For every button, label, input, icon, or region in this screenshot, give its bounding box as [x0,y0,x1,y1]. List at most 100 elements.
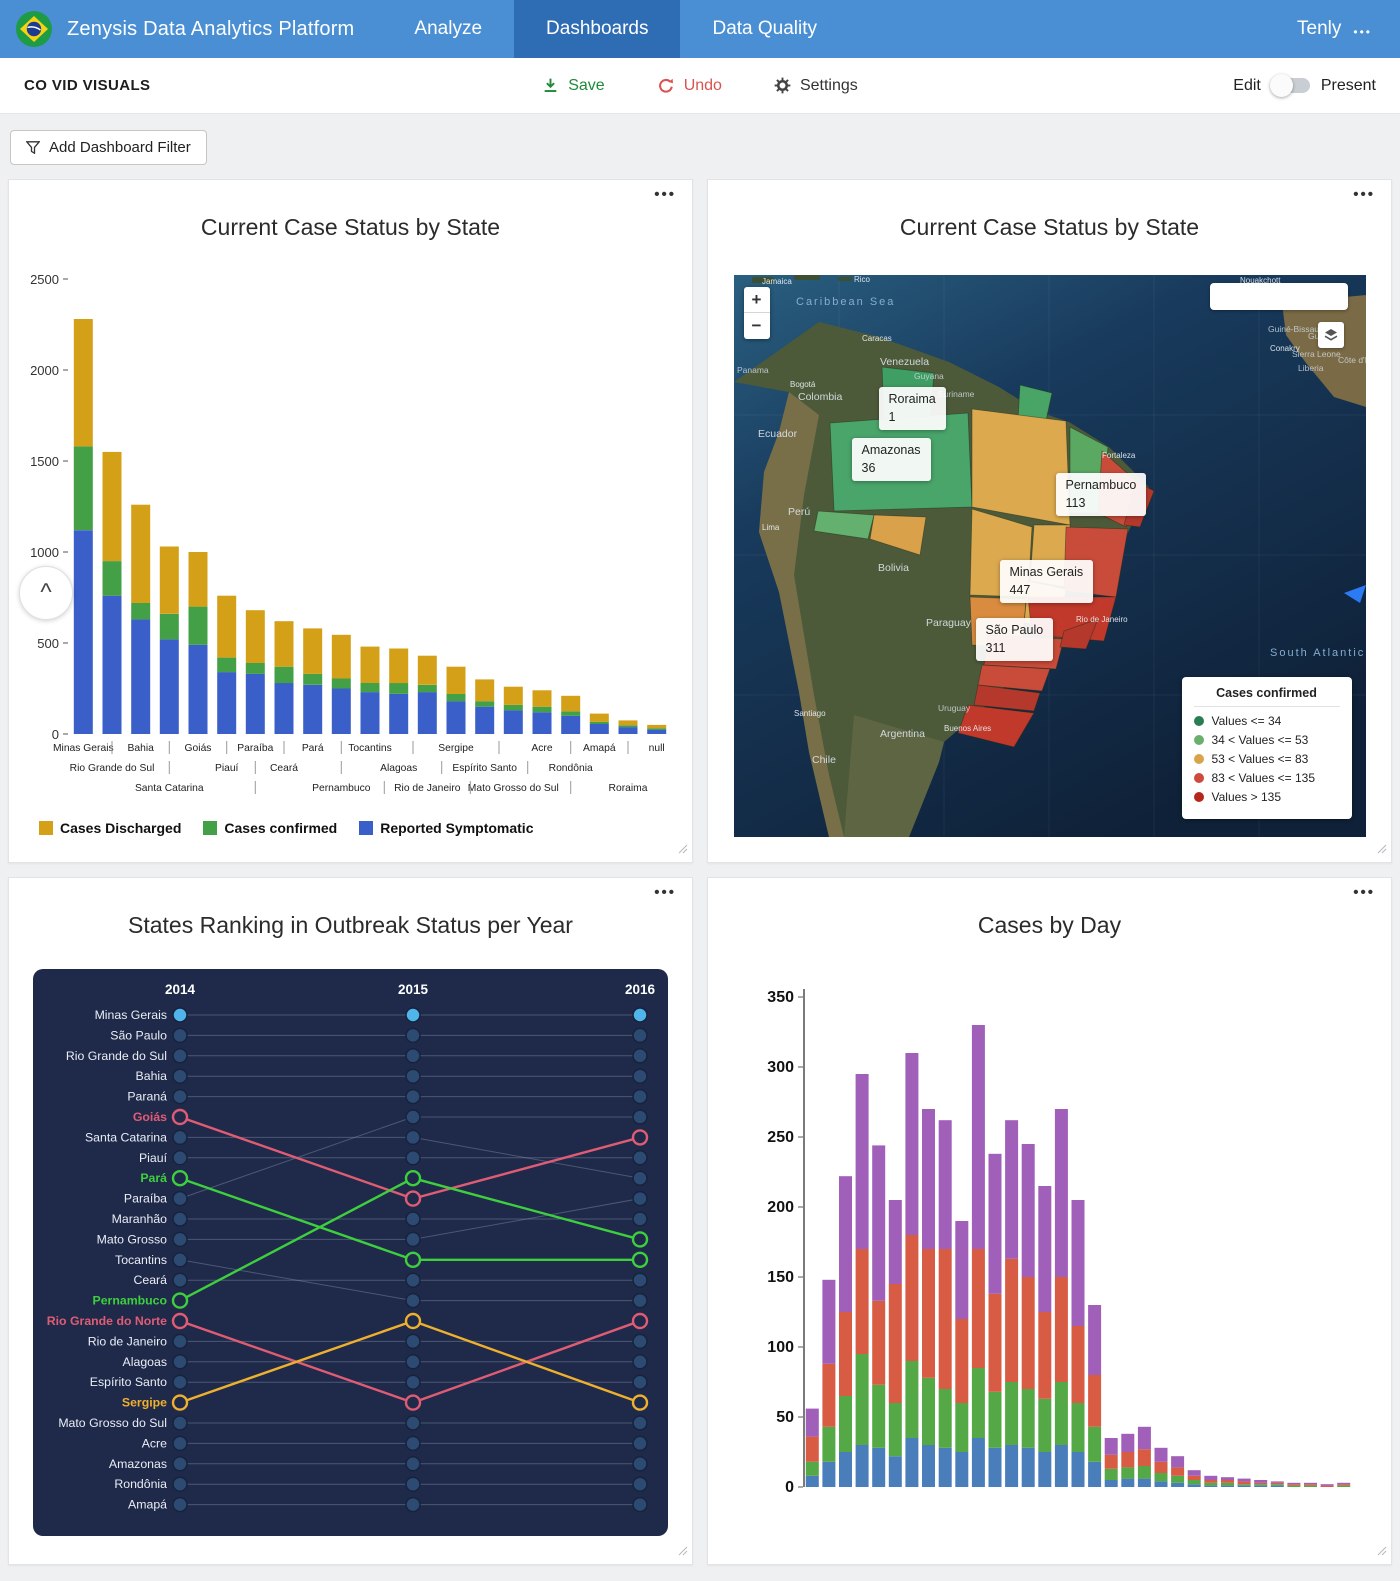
tooltip-value: 311 [985,641,1006,655]
map-zoom-out-button[interactable]: − [743,313,770,339]
svg-text:Panama: Panama [737,365,769,375]
tile-title: Current Case Status by State [200,214,501,240]
svg-text:Guyana: Guyana [914,371,944,381]
bar-chart-legend: Cases Discharged Cases confirmed Reported … [39,820,692,836]
map-legend-title: Cases confirmed [1193,686,1340,707]
toggle-knob [1269,74,1293,97]
add-dashboard-filter-button[interactable]: Add Dashboard Filter [10,130,207,165]
map-tooltip: Roraima 1 [878,387,946,430]
cases-by-day-svg: 0 50 100 150 200 250 300 350 [767,989,1351,1496]
map-zoom-in-button[interactable]: + [743,287,770,313]
resize-handle[interactable] [678,841,688,859]
present-label: Present [1320,76,1376,94]
svg-text:Espírito Santo: Espírito Santo [452,763,517,774]
tile-title: Cases by Day [977,912,1122,938]
tooltip-value: 1 [888,410,896,424]
legend-item: Cases confirmed [203,820,337,836]
svg-text:Roraima: Roraima [609,783,648,794]
tile-menu-button[interactable]: ••• [654,884,676,901]
case-status-bar-svg: 0 500 1000 1500 2000 2500 Minas Gerais Rio Gran… [30,272,667,794]
svg-text:Piauí: Piauí [139,1151,168,1165]
svg-text:Côte d'Ivoire: Côte d'Ivoire [1338,355,1366,365]
svg-text:1500: 1500 [30,454,59,469]
resize-handle[interactable] [1377,1543,1387,1561]
dashboard-title: CO VID VISUALS [24,77,151,94]
svg-text:Bolivia: Bolivia [878,562,909,574]
tile-case-status-map: ••• Current Case Status by State Jamaica… [707,179,1392,863]
svg-text:2014: 2014 [165,982,196,997]
svg-text:Caracas: Caracas [862,334,892,343]
svg-text:Santa Catarina: Santa Catarina [85,1130,167,1144]
map-legend: Cases confirmed Values <= 34 34 < Values <… [1181,677,1352,819]
svg-text:Ceará: Ceará [134,1273,168,1287]
svg-text:Pernambuco: Pernambuco [93,1294,168,1308]
dashboard-toolbar: CO VID VISUALS Save Undo [0,58,1400,114]
svg-text:Sergipe: Sergipe [438,743,474,754]
svg-text:Minas Gerais: Minas Gerais [95,1008,167,1022]
map-tooltip: São Paulo 311 [975,618,1054,661]
legend-dot [1193,792,1204,802]
tooltip-value: 447 [1009,583,1031,597]
resize-handle[interactable] [678,1543,688,1561]
svg-text:Fortaleza: Fortaleza [1102,451,1136,460]
svg-text:South Atlantic: South Atlantic [1270,647,1365,659]
svg-text:2500: 2500 [30,272,59,287]
tooltip-value: 113 [1065,496,1086,510]
undo-button[interactable]: Undo [657,77,722,95]
map-legend-item: Values <= 34 [1193,714,1340,728]
tab-data-quality[interactable]: Data Quality [680,0,849,58]
tile-title: States Ranking in Outbreak Status per Ye… [128,912,573,938]
tile-menu-button[interactable]: ••• [1353,186,1375,203]
svg-text:São Paulo: São Paulo [110,1028,167,1042]
save-button[interactable]: Save [542,77,605,95]
svg-text:Buenos Aires: Buenos Aires [944,724,991,733]
svg-text:2000: 2000 [30,363,59,378]
svg-text:Maranhão: Maranhão [112,1212,168,1226]
stacked-bar-chart: 0 500 1000 1500 2000 2500 Minas Gerais Rio Gran… [19,255,686,812]
svg-text:0: 0 [785,1479,794,1496]
svg-text:Paraná: Paraná [127,1090,167,1104]
svg-text:Goiás: Goiás [185,743,212,754]
map-legend-item: 53 < Values <= 83 [1193,752,1340,766]
edit-present-toggle[interactable] [1269,74,1310,97]
svg-text:Sierra Leone: Sierra Leone [1292,349,1341,359]
tile-cases-by-day: ••• Cases by Day 0 50 100 150 200 250 300 350 [707,877,1392,1565]
map-layers-button[interactable] [1317,322,1344,348]
svg-text:Colombia: Colombia [798,391,843,403]
svg-text:Mato Grosso do Sul: Mato Grosso do Sul [468,783,559,794]
svg-text:Rico: Rico [854,275,871,284]
tile-menu-button[interactable]: ••• [654,186,676,203]
map-zoom-controls: + − [743,287,770,339]
svg-text:Guiné-Bissau: Guiné-Bissau [1268,324,1319,334]
settings-button[interactable]: Settings [774,77,858,95]
tile-states-ranking: ••• States Ranking in Outbreak Status pe… [8,877,693,1565]
user-menu[interactable]: Tenly ••• [1297,18,1400,40]
tab-dashboards[interactable]: Dashboards [514,0,681,58]
legend-dot [1193,773,1204,783]
legend-item: Reported Symptomatic [359,820,533,836]
svg-text:Goiás: Goiás [133,1110,167,1124]
tab-analyze[interactable]: Analyze [382,0,514,58]
svg-text:Pará: Pará [140,1171,167,1185]
resize-handle[interactable] [1377,841,1387,859]
svg-text:Rio de Janeiro: Rio de Janeiro [394,783,461,794]
map-search-input[interactable] [1209,283,1348,310]
svg-text:Tocantins: Tocantins [115,1253,167,1267]
svg-text:100: 100 [767,1339,794,1356]
svg-text:Amazonas: Amazonas [109,1457,167,1471]
svg-text:Amapá: Amapá [583,743,616,754]
map-tooltip: Amazonas 36 [851,438,931,481]
svg-text:Caribbean Sea: Caribbean Sea [796,296,895,308]
svg-text:Paraíba: Paraíba [237,743,273,754]
svg-text:Venezuela: Venezuela [880,356,929,368]
svg-text:Alagoas: Alagoas [380,763,417,774]
svg-text:Conakry: Conakry [1270,344,1300,353]
tile-menu-button[interactable]: ••• [1353,884,1375,901]
svg-text:Perú: Perú [788,506,810,518]
user-name: Tenly [1297,18,1342,39]
scroll-up-button[interactable]: ^ [19,566,73,620]
edit-label: Edit [1233,76,1261,94]
app-title: Zenysis Data Analytics Platform [67,17,355,40]
filter-funnel-icon [26,141,40,154]
bump-chart-card: 2014 2015 2016 Minas Gerais São Paulo Rio Gra… [33,969,668,1536]
